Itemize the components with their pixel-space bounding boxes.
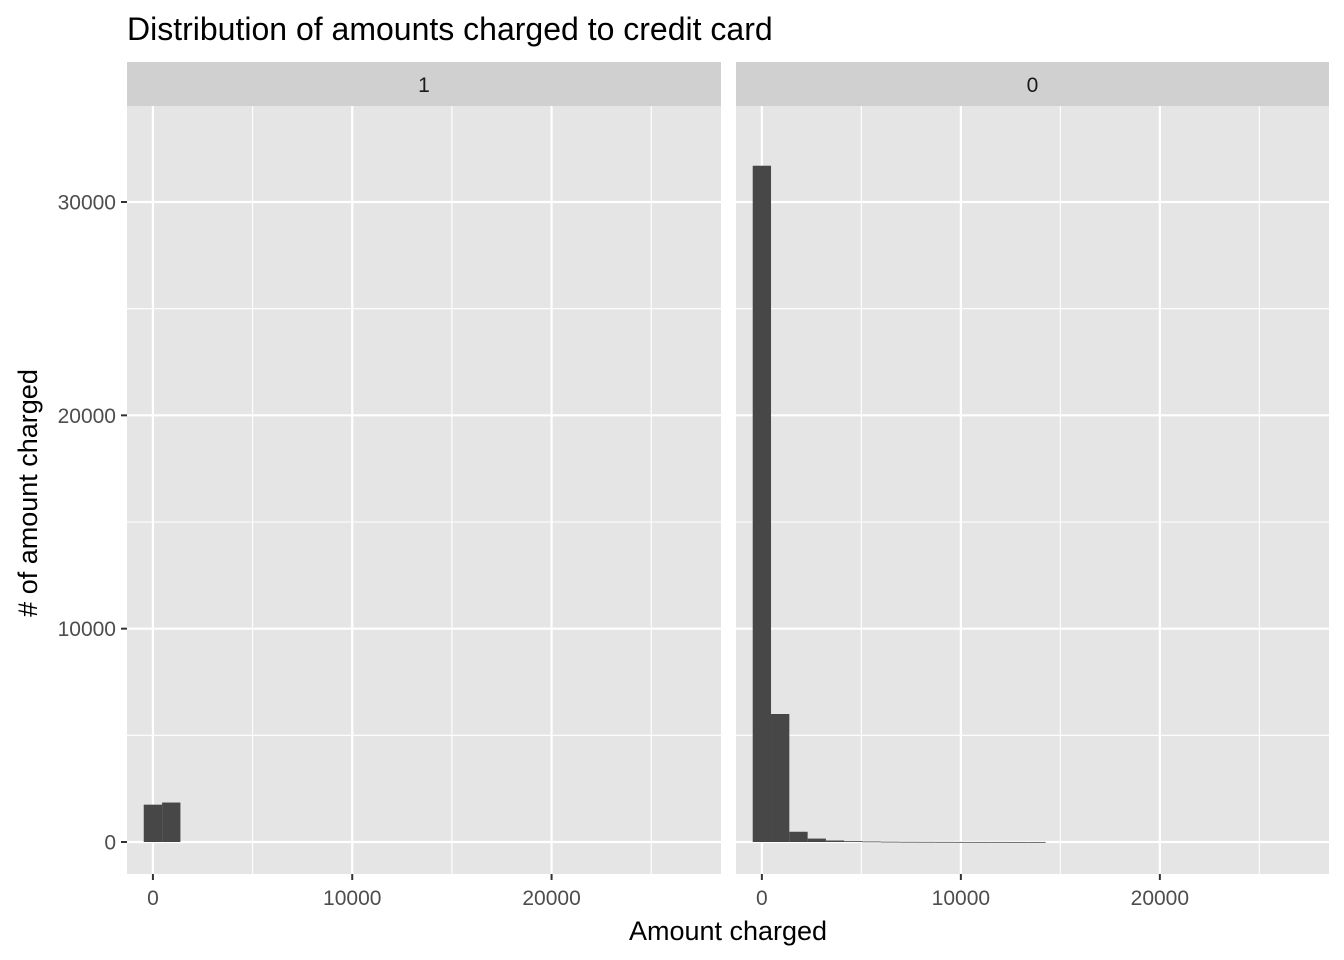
y-tick-label: 20000	[58, 405, 116, 428]
histogram-bar	[844, 841, 863, 842]
histogram-bar	[752, 165, 772, 842]
facet-panels: 1 0 10000 20000 0 0 10000 20000	[127, 62, 1329, 910]
histogram-bar	[825, 840, 845, 842]
histogram-bar	[899, 841, 918, 843]
x-tick-label: 20000	[522, 887, 580, 910]
panel-background	[736, 106, 1329, 874]
histogram-bar	[917, 841, 936, 843]
histogram-bar	[862, 841, 881, 843]
histogram-bar	[972, 841, 991, 843]
facet-strip	[736, 62, 1329, 106]
histogram-bar	[771, 714, 790, 842]
facet-panel-0: 0 0 10000 20000	[736, 62, 1329, 910]
chart-title: Distribution of amounts charged to credi…	[127, 11, 773, 47]
x-tick-label: 10000	[932, 887, 990, 910]
histogram-bar	[143, 804, 163, 842]
y-tick-label: 10000	[58, 618, 116, 641]
facet-strip-label: 0	[1027, 74, 1039, 97]
panel-background	[127, 106, 721, 874]
histogram-bar	[880, 841, 900, 843]
x-tick-label: 20000	[1131, 887, 1189, 910]
histogram-bar	[954, 841, 973, 843]
x-axis-title: Amount charged	[629, 916, 827, 946]
facet-strip-label: 1	[418, 74, 430, 97]
histogram-bar	[162, 802, 181, 842]
x-tick-label: 0	[756, 887, 768, 910]
y-tick-label: 0	[104, 832, 116, 855]
x-tick-label: 10000	[323, 887, 381, 910]
histogram-bar	[807, 838, 826, 842]
histogram-bar	[935, 841, 955, 843]
histogram-bar	[789, 831, 808, 842]
y-axis: 0 10000 20000 30000	[58, 192, 127, 855]
facet-panel-1: 1 0 10000 20000	[127, 62, 721, 910]
y-axis-title: # of amount charged	[13, 369, 43, 617]
x-tick-label: 0	[147, 887, 159, 910]
facet-strip	[127, 62, 721, 106]
histogram-bar	[1009, 841, 1028, 843]
y-tick-label: 30000	[58, 192, 116, 215]
histogram-bar	[1027, 841, 1046, 843]
histogram-bar	[990, 841, 1010, 843]
